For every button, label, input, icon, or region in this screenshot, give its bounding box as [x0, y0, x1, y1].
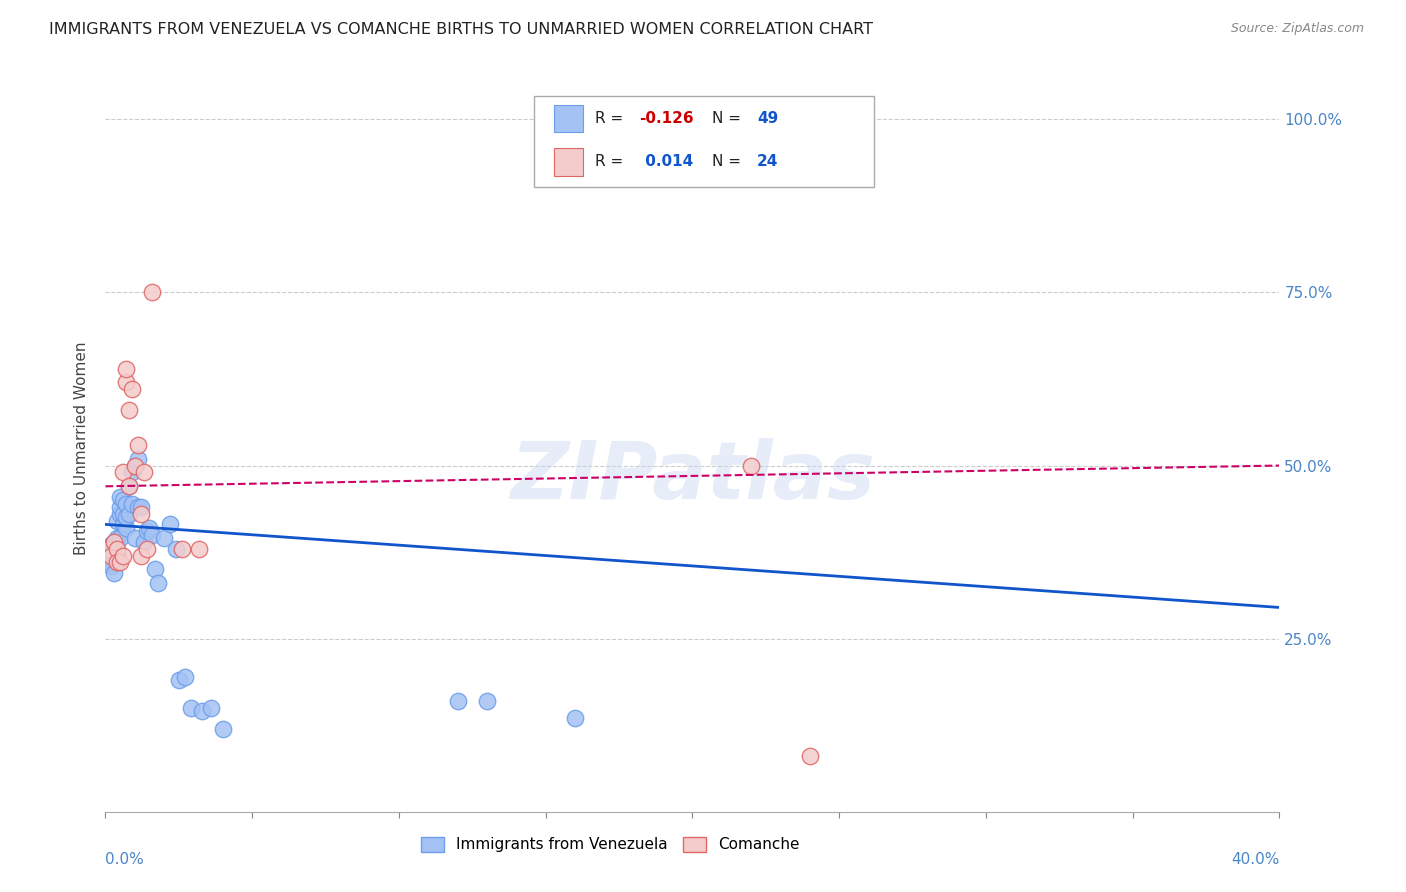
Point [108, 556, 131, 570]
Point [799, 749, 821, 764]
Point [108, 490, 131, 504]
FancyBboxPatch shape [534, 95, 875, 186]
Point [108, 507, 131, 521]
Point [129, 507, 152, 521]
Text: IMMIGRANTS FROM VENEZUELA VS COMANCHE BIRTHS TO UNMARRIED WOMEN CORRELATION CHAR: IMMIGRANTS FROM VENEZUELA VS COMANCHE BI… [49, 22, 873, 37]
Text: 40.0%: 40.0% [1232, 852, 1279, 867]
Text: 0.014: 0.014 [640, 154, 693, 169]
Text: N =: N = [713, 111, 747, 126]
Point [141, 528, 163, 542]
Text: R =: R = [595, 111, 628, 126]
Point [100, 558, 122, 573]
Point [105, 545, 128, 559]
Point [97, 545, 120, 559]
Point [740, 458, 762, 473]
Point [108, 500, 131, 514]
Point [124, 458, 146, 473]
Point [121, 497, 143, 511]
Point [173, 670, 195, 684]
Text: 0.0%: 0.0% [105, 852, 145, 867]
Text: ZIPatlas: ZIPatlas [510, 438, 875, 516]
Y-axis label: Births to Unmarried Women: Births to Unmarried Women [75, 342, 90, 555]
Point [446, 694, 468, 708]
Legend: Immigrants from Venezuela, Comanche: Immigrants from Venezuela, Comanche [415, 830, 806, 859]
Point [141, 285, 163, 300]
Point [135, 541, 157, 556]
Point [118, 479, 141, 493]
Point [180, 701, 202, 715]
Point [167, 673, 190, 688]
Text: R =: R = [595, 154, 628, 169]
Point [127, 438, 149, 452]
Point [129, 500, 152, 514]
Point [132, 466, 155, 480]
Text: N =: N = [713, 154, 747, 169]
Point [112, 549, 135, 563]
Point [115, 510, 138, 524]
Point [159, 517, 181, 532]
Point [97, 541, 120, 556]
Point [200, 701, 222, 715]
Point [100, 549, 122, 563]
Point [118, 507, 141, 521]
Point [118, 479, 141, 493]
Point [132, 534, 155, 549]
Point [115, 361, 138, 376]
Point [121, 383, 143, 397]
Point [112, 507, 135, 521]
Point [153, 531, 176, 545]
Point [143, 562, 166, 576]
Point [105, 541, 128, 556]
Point [100, 552, 122, 566]
Text: -0.126: -0.126 [640, 111, 695, 126]
Point [97, 556, 120, 570]
Point [112, 466, 135, 480]
Point [118, 403, 141, 417]
Point [475, 694, 498, 708]
Point [103, 534, 125, 549]
Point [165, 541, 187, 556]
Point [564, 711, 586, 725]
Point [115, 521, 138, 535]
Point [100, 538, 122, 552]
Point [129, 549, 152, 563]
Point [103, 566, 125, 580]
Point [148, 576, 170, 591]
Point [115, 497, 138, 511]
Point [105, 514, 128, 528]
Point [103, 549, 125, 563]
Text: 24: 24 [756, 154, 779, 169]
Point [105, 556, 128, 570]
FancyBboxPatch shape [554, 104, 583, 132]
Text: 49: 49 [756, 111, 779, 126]
Point [103, 534, 125, 549]
Point [191, 704, 214, 718]
FancyBboxPatch shape [554, 148, 583, 176]
Point [108, 531, 131, 545]
Point [103, 541, 125, 556]
Point [170, 541, 193, 556]
Point [124, 531, 146, 545]
Point [115, 376, 138, 390]
Point [121, 466, 143, 480]
Point [112, 493, 135, 508]
Point [211, 722, 233, 736]
Point [188, 541, 211, 556]
Point [138, 521, 160, 535]
Point [135, 524, 157, 539]
Point [127, 500, 149, 514]
Point [105, 531, 128, 545]
Text: Source: ZipAtlas.com: Source: ZipAtlas.com [1230, 22, 1364, 36]
Point [112, 517, 135, 532]
Point [124, 458, 146, 473]
Point [127, 451, 149, 466]
